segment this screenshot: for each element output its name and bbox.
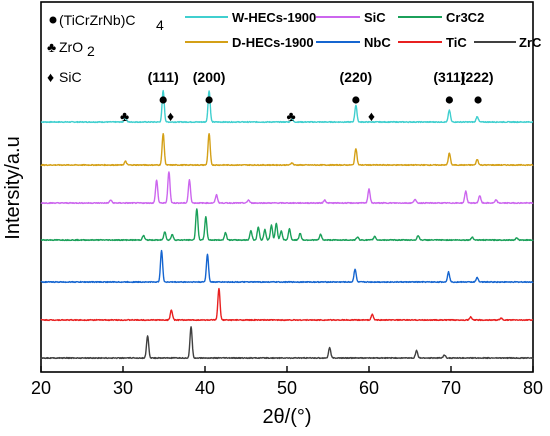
diamond-marker-icon: ♦ <box>167 108 174 124</box>
legend-label-zrc: ZrC <box>519 35 542 50</box>
hkl-label: (311) <box>433 69 465 85</box>
series-line-nbc <box>40 249 534 284</box>
phase-legend-label-2: SiC <box>59 69 82 85</box>
phase-legend-label-0: (TiCrZrNb)C <box>59 12 135 28</box>
x-axis: 20 30 40 50 60 70 80 <box>31 366 543 398</box>
diamond-marker-icon: ♦ <box>368 108 375 124</box>
series-line-d-hecs-1900 <box>40 132 534 167</box>
circle-marker-icon <box>159 96 167 104</box>
hkl-label: (200) <box>193 69 226 85</box>
hkl-label: (222) <box>461 69 494 85</box>
club-marker-icon: ♣ <box>120 108 129 124</box>
x-tick-label: 50 <box>277 378 297 398</box>
x-tick-label: 70 <box>441 378 461 398</box>
legend-label-sic: SiC <box>364 10 386 25</box>
x-axis-label: 2θ/(°) <box>262 406 311 428</box>
series-line-w-hecs-1900 <box>40 89 534 124</box>
circle-marker-icon <box>205 96 213 104</box>
series-group <box>40 89 534 360</box>
legend-label-tic: TiC <box>446 35 467 50</box>
y-axis-label: Intersity/a.u <box>2 136 24 239</box>
hkl-label: (220) <box>340 69 373 85</box>
phase-legend-subscript-1: 2 <box>87 43 95 59</box>
hkl-label: (111) <box>148 69 179 85</box>
circle-marker-icon <box>474 96 482 104</box>
phase-legend-subscript-0: 4 <box>156 17 164 33</box>
series-line-zrc <box>40 326 534 360</box>
legend-label-cr3c2-text: Cr3C2 <box>446 10 484 25</box>
series-legend: W-HECs-1900 SiC Cr3C2 D-HECs-1900 NbC Ti… <box>185 10 542 50</box>
x-tick-label: 60 <box>359 378 379 398</box>
diamond-icon: ♦ <box>47 69 54 85</box>
phase-legend: (TiCrZrNb)C 4 ♣ ZrO 2 ♦ SiC <box>47 12 164 85</box>
circle-icon <box>49 16 57 24</box>
club-marker-icon: ♣ <box>287 108 296 124</box>
legend-label-cr3c2: Cr3C2 <box>446 10 484 25</box>
x-tick-label: 80 <box>523 378 543 398</box>
x-tick-label: 20 <box>31 378 51 398</box>
phase-marker-group: ♣ ♦ ♣ ♦ <box>120 96 482 124</box>
plot-frame <box>40 1 534 373</box>
x-tick-label: 30 <box>113 378 133 398</box>
series-line-tic <box>40 287 534 322</box>
club-icon: ♣ <box>47 39 56 55</box>
circle-marker-icon <box>352 96 360 104</box>
series-line-cr3c2 <box>40 208 534 242</box>
series-line-sic <box>40 171 534 205</box>
legend-label-nbc: NbC <box>364 35 391 50</box>
legend-label-w-hecs: W-HECs-1900 <box>232 10 316 25</box>
circle-marker-icon <box>445 96 453 104</box>
legend-label-d-hecs: D-HECs-1900 <box>232 35 314 50</box>
hkl-label-group: (111) (200) (220) (311)(222) <box>148 69 494 85</box>
phase-legend-label-1: ZrO <box>59 39 83 55</box>
x-tick-label: 40 <box>195 378 215 398</box>
